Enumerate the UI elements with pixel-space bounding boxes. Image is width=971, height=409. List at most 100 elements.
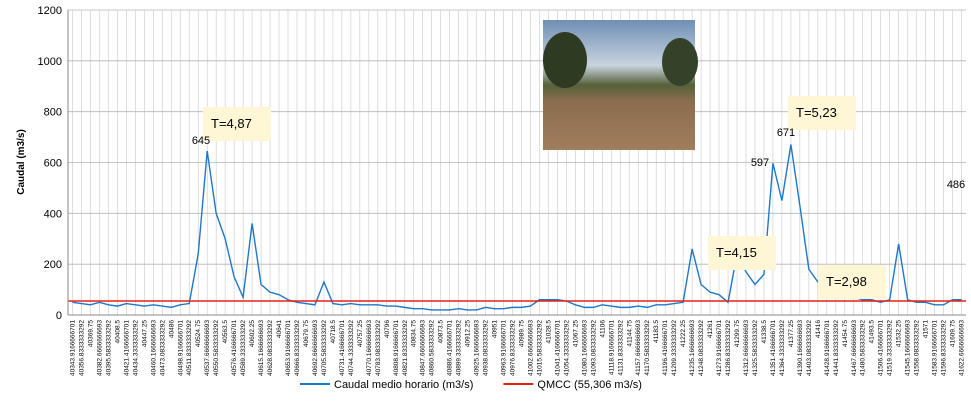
x-tick-label: 40343.9166666701 — [69, 320, 76, 376]
legend-label: Caudal medio horario (m3/s) — [334, 379, 473, 391]
x-tick-label: 41118.9166666701 — [608, 320, 615, 375]
x-tick-label: 41235.1666666693 — [689, 320, 696, 376]
legend-label: QMCC (55,306 m3/s) — [537, 379, 642, 391]
x-tick-label: 40486 — [168, 320, 175, 338]
x-tick-label: 41015.5833333292 — [536, 320, 543, 376]
x-tick-label: 40731.4166666701 — [339, 320, 346, 376]
x-tick-label: 41545.1666666693 — [905, 320, 912, 376]
x-tick-label: 41441.8333333292 — [833, 320, 840, 376]
x-tick-label: 41093.0833333292 — [590, 320, 597, 376]
y-axis-label: Caudal (m3/s) — [16, 129, 27, 195]
x-tick-label: 40808.9166666701 — [393, 320, 400, 376]
x-tick-label: 41377.25 — [788, 320, 795, 347]
x-tick-label: 41596.8333333292 — [941, 320, 948, 376]
y-tick-label: 800 — [44, 107, 62, 119]
x-tick-label: 40989.75 — [518, 320, 525, 347]
x-tick-label: 41390.1666666693 — [797, 320, 804, 376]
x-tick-label: 40369.75 — [87, 320, 94, 347]
x-tick-label: 40770.1666666693 — [366, 320, 373, 376]
x-tick-label: 41041.4166666701 — [554, 320, 561, 376]
x-tick-label: 41299.75 — [734, 320, 741, 347]
y-tick-label: 400 — [44, 208, 62, 220]
x-tick-label: 41622.6666666693 — [959, 320, 966, 376]
x-tick-label: 41002.6666666693 — [527, 320, 534, 376]
x-tick-label: 40563.5 — [222, 320, 229, 344]
x-tick-label: 40589.3333333292 — [240, 320, 247, 376]
value-label: 486 — [947, 179, 965, 191]
x-tick-label: 40938.0833333292 — [483, 320, 490, 376]
x-tick-label: 41428.9166666701 — [824, 320, 831, 376]
x-tick-label: 41403.0833333292 — [806, 320, 813, 376]
x-tick-label: 41312.6666666693 — [743, 320, 750, 376]
annotation-box — [708, 236, 776, 270]
x-tick-label: 40783.0833333292 — [375, 320, 382, 376]
tree — [543, 32, 587, 88]
x-tick-label: 40834.75 — [411, 320, 418, 347]
annotation-box — [818, 265, 886, 299]
x-tick-label: 41080.1666666693 — [581, 320, 588, 376]
x-tick-label: 41467.6666666693 — [851, 320, 858, 376]
x-tick-label: 41583.9166666701 — [932, 320, 939, 376]
x-tick-label: 40395.5833333292 — [105, 320, 112, 376]
x-tick-label: 41144.75 — [626, 320, 633, 347]
x-tick-label: 41416 — [815, 320, 822, 338]
x-tick-label: 40899.3333333292 — [456, 320, 463, 376]
x-tick-label: 40356.8333333292 — [78, 320, 85, 376]
x-tick-label: 41364.3333333292 — [779, 320, 786, 376]
x-tick-label: 41028.5 — [545, 320, 552, 344]
annotation-box — [788, 96, 856, 130]
x-tick-label: 40602.25 — [249, 320, 256, 347]
x-tick-label: 40653.9166666701 — [285, 320, 292, 376]
annotation: T=4,87 — [211, 116, 252, 131]
data-line — [72, 144, 962, 311]
x-tick-label: 40666.8333333292 — [294, 320, 301, 376]
x-tick-label: 41261 — [707, 320, 714, 338]
x-tick-label: 41209.3333333292 — [671, 320, 678, 376]
annotation: T=5,23 — [796, 105, 837, 120]
x-tick-label: 40925.1666666693 — [474, 320, 481, 376]
x-tick-label: 40628.0833333292 — [267, 320, 274, 376]
x-tick-label: 40473.0833333292 — [159, 320, 166, 376]
annotation-box — [203, 107, 271, 141]
x-tick-label: 41054.3333333292 — [563, 320, 570, 376]
x-tick-label: 41519.3333333292 — [887, 320, 894, 376]
x-tick-label: 40421.4166666701 — [123, 320, 130, 376]
x-tick-label: 41532.25 — [896, 320, 903, 347]
y-tick-label: 0 — [56, 310, 62, 322]
x-tick-label: 40511.8333333292 — [186, 320, 193, 376]
y-tick-label: 600 — [44, 158, 62, 170]
x-tick-label: 41325.5833333292 — [752, 320, 759, 376]
y-tick-label: 200 — [44, 259, 62, 271]
x-tick-label: 40460.1666666693 — [150, 320, 157, 376]
y-tick-label: 1200 — [38, 5, 62, 17]
x-tick-label: 40641 — [276, 320, 283, 338]
x-tick-label: 40847.6666666693 — [420, 320, 427, 376]
x-tick-label: 41609.75 — [950, 320, 957, 347]
x-tick-label: 40692.6666666693 — [312, 320, 319, 376]
x-tick-label: 40873.5 — [438, 320, 445, 344]
x-tick-label: 40679.75 — [303, 320, 310, 347]
x-tick-label: 41222.25 — [680, 320, 687, 347]
x-tick-label: 40447.25 — [141, 320, 148, 347]
x-tick-label: 41170.5833333292 — [644, 320, 651, 376]
x-tick-label: 40705.5833333292 — [321, 320, 328, 376]
y-tick-label: 1000 — [38, 56, 62, 68]
x-tick-label: 41106 — [599, 320, 606, 338]
x-tick-label: 40382.6666666693 — [96, 320, 103, 376]
x-tick-label: 41493.5 — [869, 320, 876, 344]
value-label: 597 — [751, 157, 769, 169]
x-tick-label: 40718.5 — [330, 320, 337, 344]
x-tick-label: 40796 — [384, 320, 391, 338]
x-tick-label: 41338.5 — [761, 320, 768, 344]
x-tick-label: 41286.8333333292 — [725, 320, 732, 376]
x-tick-label: 41480.5833333292 — [860, 320, 867, 376]
x-tick-label: 41351.4166666701 — [770, 320, 777, 376]
x-tick-label: 41454.75 — [842, 320, 849, 347]
value-label: 671 — [777, 127, 795, 139]
x-tick-label: 41196.4166666701 — [662, 320, 669, 376]
x-tick-label: 41067.25 — [572, 320, 579, 347]
value-label: 645 — [192, 135, 210, 147]
x-tick-label: 41131.8333333292 — [617, 320, 624, 376]
x-tick-label: 40537.6666666693 — [204, 320, 211, 376]
x-tick-label: 40744.3333333292 — [348, 320, 355, 376]
